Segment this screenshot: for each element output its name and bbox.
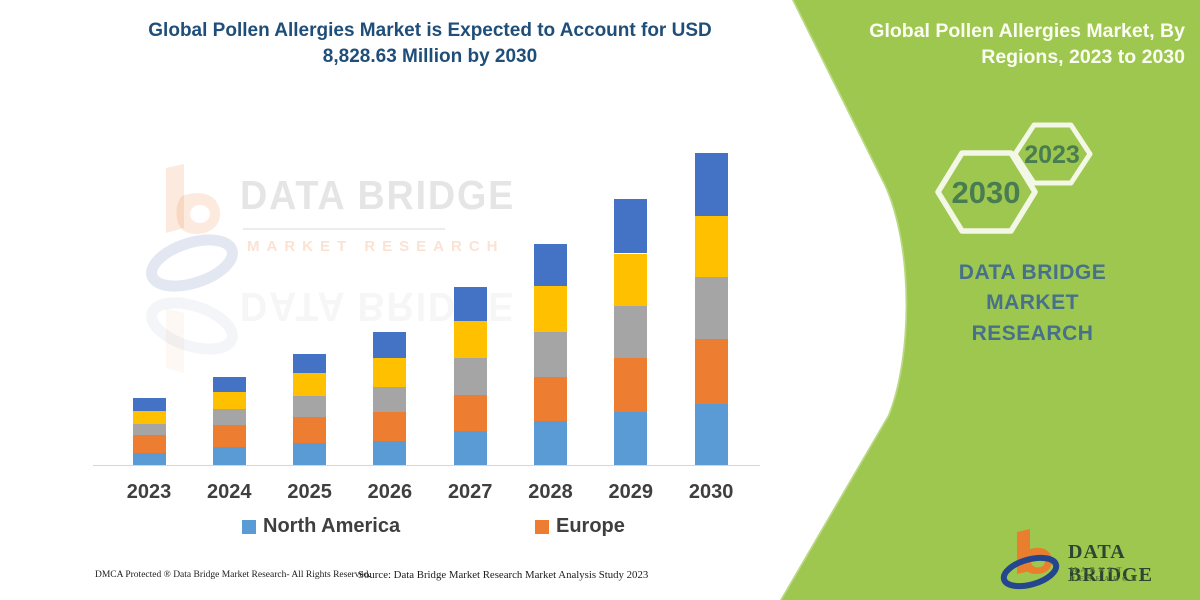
- bar-segment-2023-s2: [132, 424, 166, 436]
- legend-label: North America: [263, 515, 401, 537]
- x-axis-label-2030: 2030: [688, 481, 734, 503]
- bar-segment-2026-s2: [373, 386, 407, 413]
- bar-segment-2027-s3: [453, 321, 487, 359]
- bar-segment-2025-s1: [293, 416, 327, 444]
- x-axis-label-2023: 2023: [126, 481, 172, 503]
- bar-segment-2029-s2: [614, 305, 648, 359]
- x-axis-label-2029: 2029: [608, 481, 654, 503]
- x-axis-label-2024: 2024: [207, 481, 252, 503]
- x-axis-label-2028: 2028: [528, 481, 573, 503]
- legend-swatch-icon: [242, 519, 256, 534]
- bar-segment-2026-s1: [373, 412, 407, 442]
- x-axis-label-2025: 2025: [287, 481, 332, 503]
- page-title-line2: 8,828.63 Million by 2030: [322, 45, 538, 67]
- bar-segment-2027-s1: [453, 395, 487, 432]
- bar-segment-2027-s0: [453, 431, 487, 465]
- bar-segment-2025-s4: [293, 353, 327, 374]
- bar-segment-2028-s0: [534, 421, 567, 465]
- bar-segment-2027-s2: [453, 358, 487, 396]
- bar-segment-2023-s1: [132, 435, 166, 454]
- bar-segment-2029-s3: [614, 253, 648, 306]
- bar-segment-2025-s0: [293, 443, 327, 465]
- bar-segment-2026-s0: [373, 441, 407, 465]
- bar-segment-2030-s0: [694, 404, 728, 465]
- right-panel-title: Global Pollen Allergies Market, By Regio…: [765, 18, 1185, 71]
- green-panel-shape: [780, 0, 1200, 600]
- source-note: Source: Data Bridge Market Research Mark…: [358, 569, 649, 581]
- bar-segment-2028-s4: [534, 244, 567, 286]
- bar-segment-2026-s3: [373, 357, 407, 387]
- bar-segment-2030-s1: [694, 339, 728, 405]
- green-edge-highlight: [778, 0, 908, 600]
- x-axis-line: [93, 465, 760, 466]
- legend-swatch-icon: [535, 519, 549, 534]
- bar-segment-2027-s4: [453, 286, 487, 322]
- right-panel-title-line1: Global Pollen Allergies Market, By: [869, 20, 1185, 42]
- bar-segment-2030-s3: [694, 216, 728, 277]
- bar-segment-2024-s3: [212, 391, 246, 410]
- legend-item-north-america: North America: [242, 515, 400, 538]
- data-bridge-logo-icon: [1000, 529, 1060, 590]
- legend-item-europe: Europe: [535, 515, 625, 538]
- bar-segment-2029-s1: [614, 358, 648, 413]
- bar-segment-2030-s2: [694, 276, 728, 340]
- hexagon-2023: [1012, 122, 1093, 186]
- watermark-logo-icon: [146, 164, 238, 373]
- bar-segment-2025-s2: [293, 395, 327, 417]
- bar-segment-2024-s0: [212, 447, 246, 465]
- dbmr-brand-line2: RESEARCH: [971, 321, 1094, 345]
- hex-2030-label: 2030: [952, 175, 1021, 210]
- page-title-line1: Global Pollen Allergies Market is Expect…: [148, 20, 712, 41]
- bar-segment-2023-s0: [132, 453, 166, 465]
- bar-segment-2025-s3: [293, 373, 327, 396]
- watermark-brand-text: DATA BRIDGE: [240, 172, 516, 218]
- x-axis-label-2027: 2027: [447, 481, 493, 503]
- x-axis-label-2026: 2026: [367, 481, 413, 503]
- logo-brand-text: DATA BRIDGE: [1068, 541, 1153, 586]
- bar-segment-2024-s1: [212, 425, 246, 448]
- hexagon-2030: [935, 150, 1038, 234]
- hex-2023-label: 2023: [1024, 141, 1080, 169]
- bar-segment-2024-s4: [212, 377, 246, 392]
- bar-segment-2028-s3: [534, 285, 567, 333]
- bar-segment-2026-s4: [373, 332, 407, 358]
- page-title: Global Pollen Allergies Market is Expect…: [60, 18, 800, 69]
- logo-subtitle-text: MARKET RESEARCH: [1070, 565, 1141, 583]
- bar-segment-2028-s1: [534, 376, 567, 422]
- legend-label: Europe: [556, 515, 625, 537]
- dmca-disclaimer: DMCA Protected ® Data Bridge Market Rese…: [95, 570, 371, 580]
- bar-segment-2030-s4: [694, 153, 728, 217]
- watermark-subtitle-text: MARKET RESEARCH: [247, 238, 505, 255]
- bar-segment-2028-s2: [534, 332, 567, 377]
- dbmr-brand-text: DATA BRIDGE MARKET RESEARCH: [920, 258, 1145, 349]
- bar-segment-2029-s4: [614, 199, 648, 254]
- bar-segment-2024-s2: [212, 409, 246, 426]
- bar-segment-2023-s4: [132, 398, 166, 411]
- right-panel-title-line2: Regions, 2023 to 2030: [981, 46, 1185, 69]
- watermark-underline: [243, 228, 445, 230]
- bar-segment-2029-s0: [614, 412, 648, 465]
- dbmr-brand-line1: DATA BRIDGE MARKET: [958, 261, 1107, 315]
- bar-segment-2023-s3: [132, 410, 166, 425]
